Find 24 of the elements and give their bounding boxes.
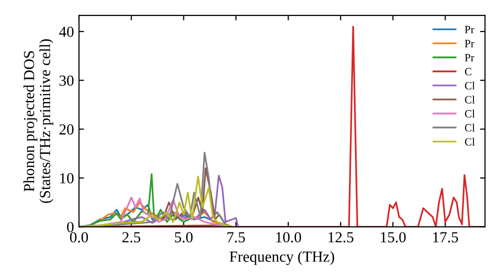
- x-tick-label: 17.5: [433, 232, 458, 242]
- y-tick-label: 40: [59, 26, 74, 37]
- legend-label: Pr: [464, 40, 474, 48]
- x-tick-label: 5.0: [174, 232, 193, 242]
- legend-label: Pr: [464, 54, 474, 62]
- y-tick-label: 10: [60, 173, 74, 184]
- legend-label: Cl: [464, 82, 475, 90]
- legend-label: Cl: [464, 138, 475, 146]
- legend-label: Cl: [464, 110, 475, 118]
- legend-label: Cl: [464, 124, 475, 132]
- y-tick-label: 20: [60, 124, 74, 135]
- legend-label: C: [464, 68, 472, 76]
- x-tick-label: 12.5: [328, 232, 354, 242]
- y-axis-title: Phonon projected DOS (States/THz·primitive cell): [23, 39, 54, 203]
- x-tick-label: 10.0: [276, 232, 302, 242]
- x-axis-title: Frequency (THz): [230, 251, 334, 265]
- x-tick-label: 7.5: [227, 232, 245, 242]
- x-tick-label: 15.0: [380, 232, 406, 242]
- y-tick-label: 0: [67, 222, 74, 232]
- x-tick-label: 2.5: [122, 232, 140, 242]
- legend-label: Cl: [464, 96, 475, 104]
- y-tick-label: 30: [60, 75, 74, 86]
- x-tick-label: 0.0: [70, 232, 88, 242]
- legend-label: Pr: [464, 26, 474, 34]
